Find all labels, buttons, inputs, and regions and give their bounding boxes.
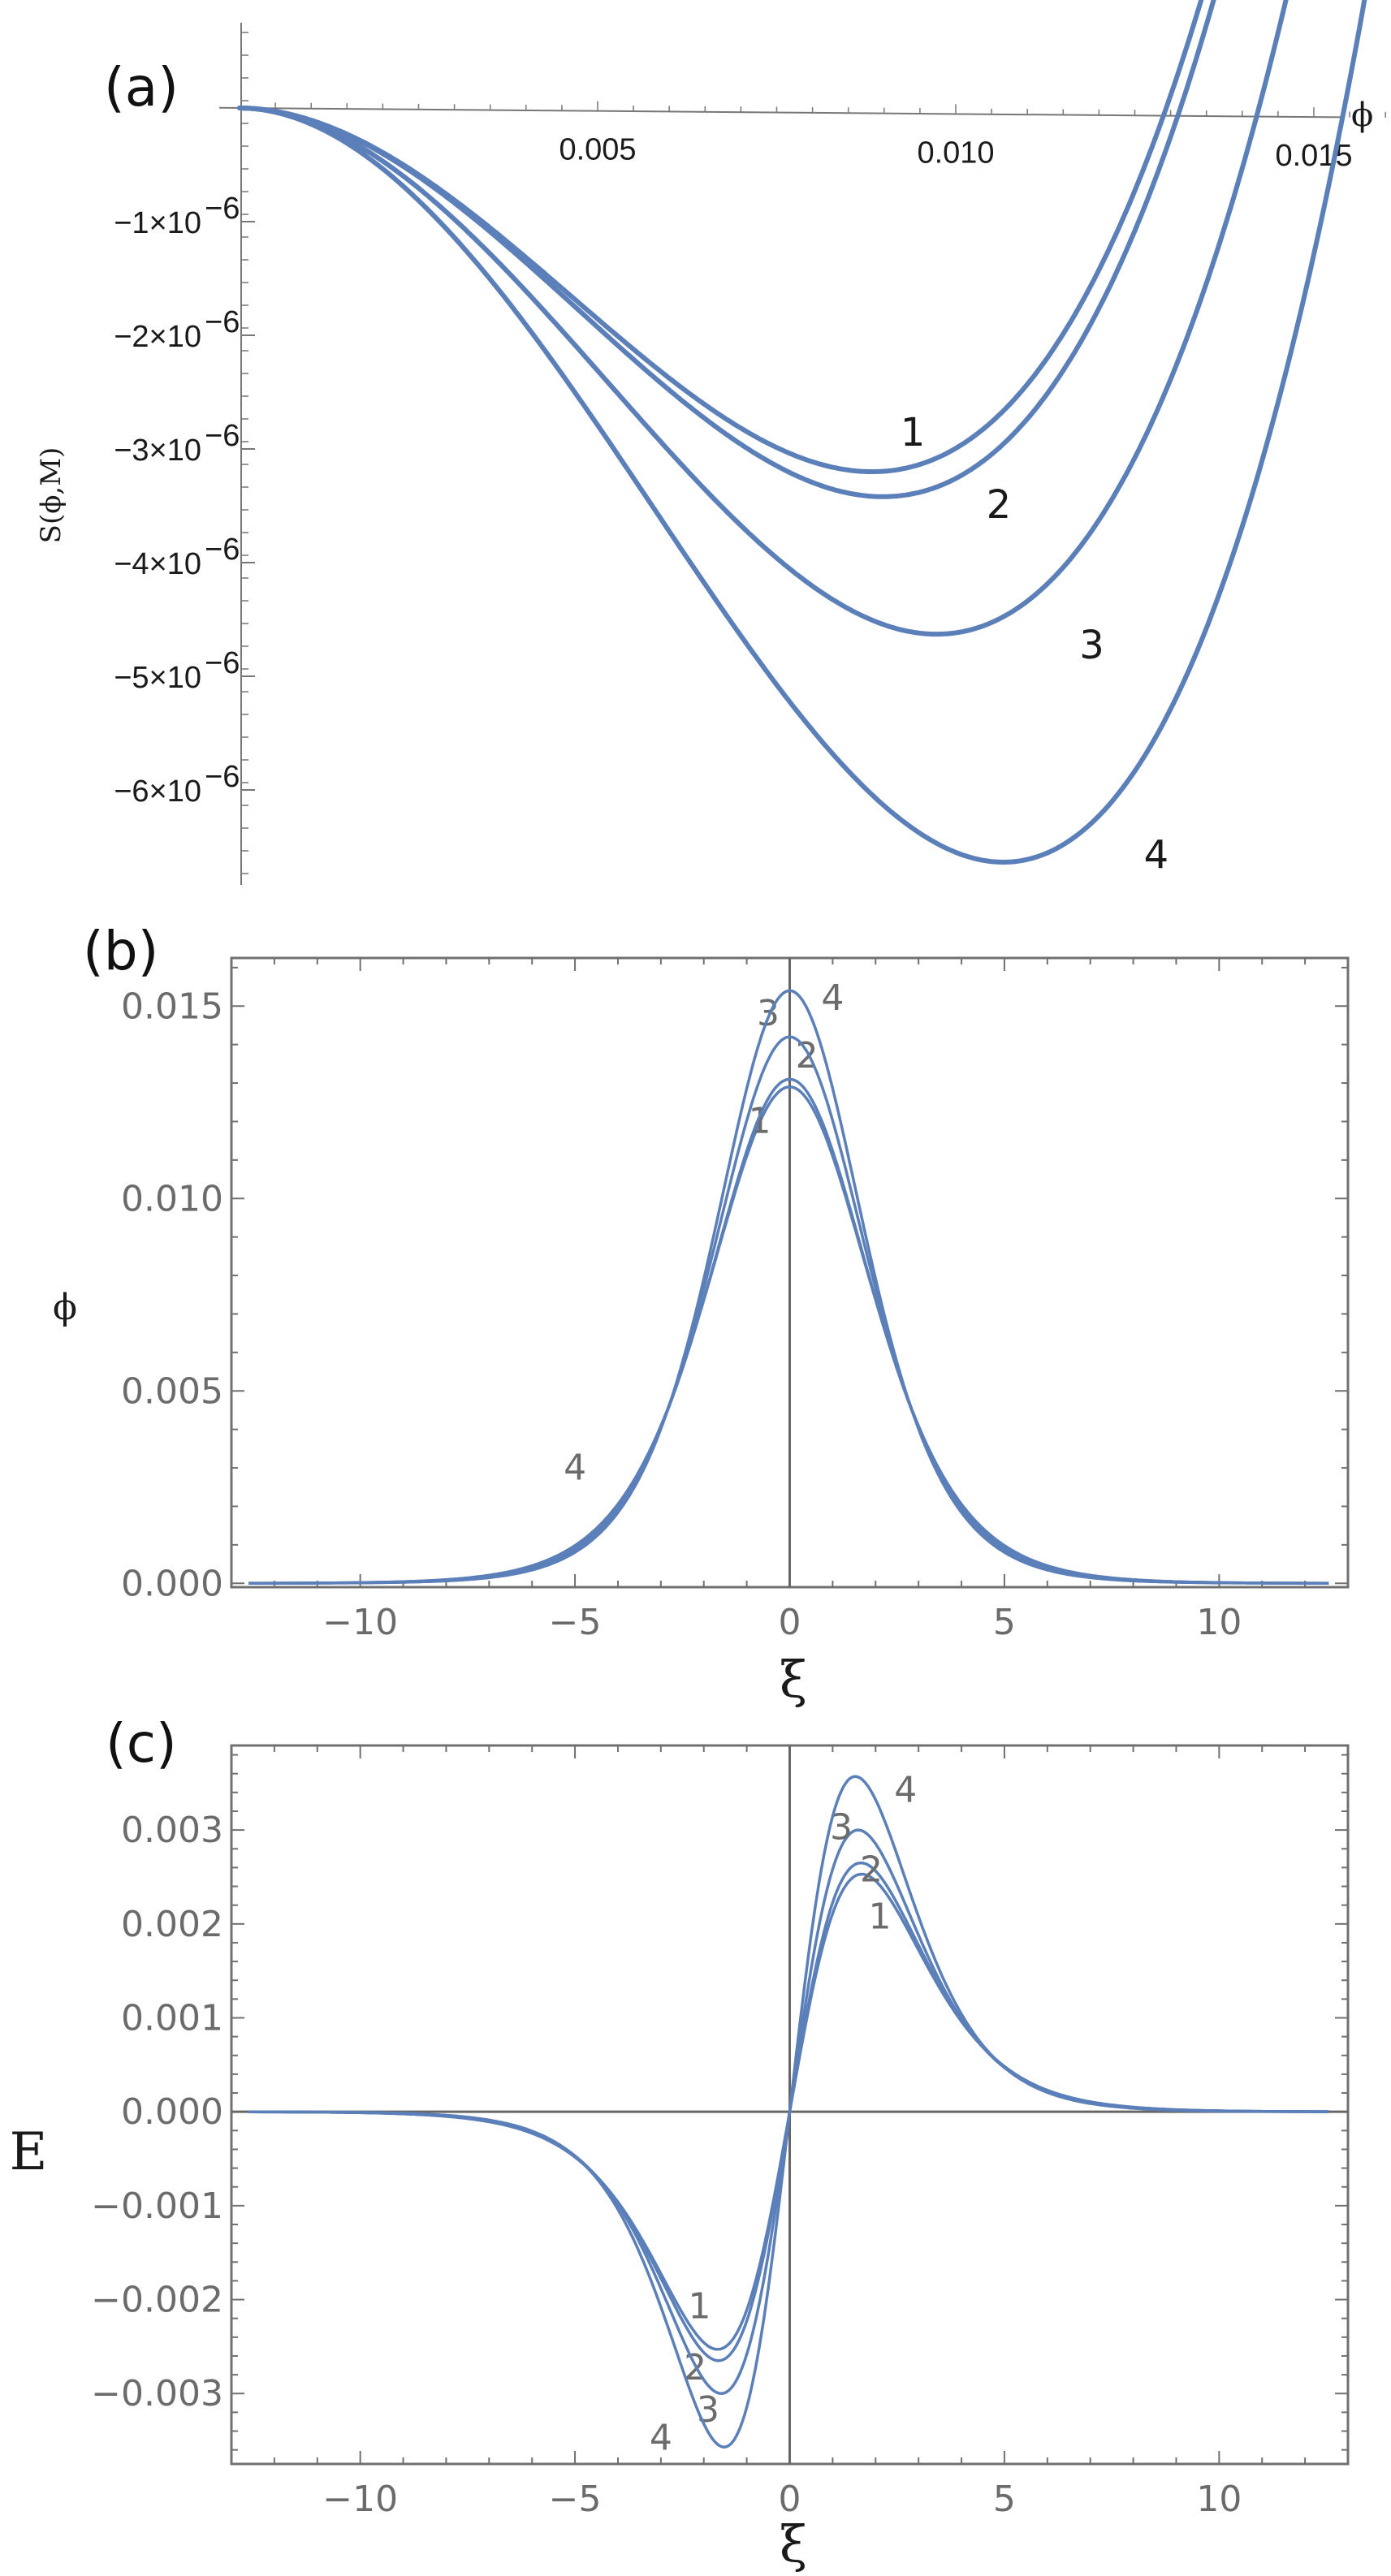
panel-a-y-tick-label: −2×10 bbox=[114, 320, 201, 354]
panel-c-y-tick-label: −0.002 bbox=[91, 2280, 223, 2321]
panel-a-y-tick-exponent: −6 bbox=[205, 305, 240, 339]
panel-a-x-tick-label: 0.015 bbox=[1275, 139, 1352, 173]
panel-b-x-tick-label: −5 bbox=[549, 1602, 602, 1643]
panel-b-y-tick-label: 0.005 bbox=[121, 1370, 223, 1412]
panel-a-y-tick-exponent: −6 bbox=[205, 192, 240, 226]
panel-a: (a) 0.005 0.010 0.015−1×10 −6−2×10 −6−3×10 −6… bbox=[35, 0, 1386, 885]
panel-c-y-tick-label: 0.000 bbox=[121, 2091, 223, 2133]
panel-b-y-tick-label: 0.010 bbox=[121, 1178, 223, 1219]
panel-a-curve-1 bbox=[237, 0, 1204, 474]
panel-a-curve-label-3: 3 bbox=[1079, 623, 1104, 668]
panel-a-y-tick-label: −1×10 bbox=[114, 206, 201, 240]
panel-b-axes: −10 −5 0 5 10 0.000 0.005 0.010 0.015 bbox=[121, 956, 1350, 1643]
panel-a-y-axis-title: S(ϕ,M) bbox=[35, 447, 67, 544]
panel-b-x-axis-title: ξ bbox=[780, 1650, 807, 1709]
panel-c-x-tick-label: −5 bbox=[549, 2479, 602, 2520]
panel-c-label: (c) bbox=[106, 1712, 177, 1775]
panel-c-curve-label-4: 4 bbox=[894, 1769, 917, 1810]
panel-a-curves: 1 2 3 4 bbox=[237, 0, 1367, 878]
panel-c-x-axis-title: ξ bbox=[780, 2514, 807, 2574]
panel-b-x-tick-label: 10 bbox=[1196, 1602, 1242, 1643]
panel-c-curve-4 bbox=[248, 1775, 1329, 2449]
panel-c-curve-label-1: 1 bbox=[869, 1896, 892, 1938]
panel-a-x-tick-label: 0.005 bbox=[559, 133, 636, 167]
panel-c-y-tick-label: 0.002 bbox=[121, 1904, 223, 1945]
panel-a-curve-2 bbox=[237, 0, 1216, 499]
panel-b-curve-label-extra: 4 bbox=[564, 1447, 586, 1488]
panel-a-y-tick-exponent: −6 bbox=[205, 646, 240, 680]
panel-c-x-tick-label: 5 bbox=[993, 2479, 1016, 2520]
panel-a-curve-4 bbox=[237, 0, 1367, 865]
panel-a-y-tick-label: −3×10 bbox=[114, 434, 201, 468]
panel-c-x-tick-label: 0 bbox=[779, 2479, 801, 2520]
panel-a-y-tick-label: −6×10 bbox=[114, 775, 201, 809]
panel-a-curve-label-2: 2 bbox=[987, 482, 1012, 528]
panel-a-label: (a) bbox=[104, 56, 179, 119]
panel-b-curve-4 bbox=[248, 989, 1329, 1585]
panel-c: (c) −10 −5 0 5 100.0030.0020.0010.000−0.001−… bbox=[10, 1712, 1350, 2574]
panel-b-x-tick-label: −10 bbox=[322, 1602, 398, 1643]
panel-b-y-axis-title: ϕ bbox=[53, 1287, 77, 1328]
panel-a-axes: 0.005 0.010 0.015−1×10 −6−2×10 −6−3×10 −6−4×1… bbox=[114, 23, 1386, 885]
panel-c-x-tick-label: 10 bbox=[1196, 2479, 1242, 2520]
panel-c-x-tick-label: −10 bbox=[322, 2479, 398, 2520]
panel-b-y-tick-label: 0.000 bbox=[121, 1563, 223, 1604]
panel-b-curve-label-4: 4 bbox=[821, 977, 844, 1019]
panel-c-y-axis-title: E bbox=[10, 2122, 48, 2182]
panel-c-curve-label-neg-1: 1 bbox=[688, 2286, 711, 2328]
panel-c-curve-label-2: 2 bbox=[860, 1849, 883, 1891]
panel-a-y-tick-exponent: −6 bbox=[205, 419, 240, 453]
panel-b-curves: 123 44 bbox=[248, 958, 1329, 1587]
panel-a-y-tick-exponent: −6 bbox=[205, 760, 240, 794]
panel-c-curve-label-neg-3: 3 bbox=[697, 2389, 719, 2431]
panel-c-y-tick-label: −0.001 bbox=[91, 2186, 223, 2227]
panel-c-y-tick-label: 0.001 bbox=[121, 1997, 223, 2039]
panel-a-y-tick-exponent: −6 bbox=[205, 533, 240, 567]
panel-a-y-tick-label: −5×10 bbox=[114, 661, 201, 695]
panel-b-x-tick-label: 5 bbox=[993, 1602, 1016, 1643]
panel-a-curve-label-4: 4 bbox=[1144, 832, 1169, 878]
panel-c-curve-label-neg-4: 4 bbox=[650, 2418, 672, 2459]
panel-a-x-axis-title: ϕ bbox=[1351, 97, 1373, 134]
panel-c-y-tick-label: 0.003 bbox=[121, 1810, 223, 1851]
panel-b-x-tick-label: 0 bbox=[779, 1602, 801, 1643]
panel-b-y-tick-label: 0.015 bbox=[121, 986, 223, 1027]
panel-a-curve-label-1: 1 bbox=[901, 410, 926, 455]
panel-b-label: (b) bbox=[83, 920, 158, 982]
panel-a-curve-3 bbox=[237, 0, 1289, 637]
panel-c-y-tick-label: −0.003 bbox=[91, 2373, 223, 2414]
panel-a-x-tick-label: 0.010 bbox=[917, 136, 994, 170]
panel-a-x-axis bbox=[218, 106, 1342, 119]
panel-c-axes: −10 −5 0 5 10 0.003 0.002 0.001 0.000 −0.001 −0.00… bbox=[91, 1744, 1350, 2520]
panel-a-y-tick-label: −4×10 bbox=[114, 547, 201, 581]
